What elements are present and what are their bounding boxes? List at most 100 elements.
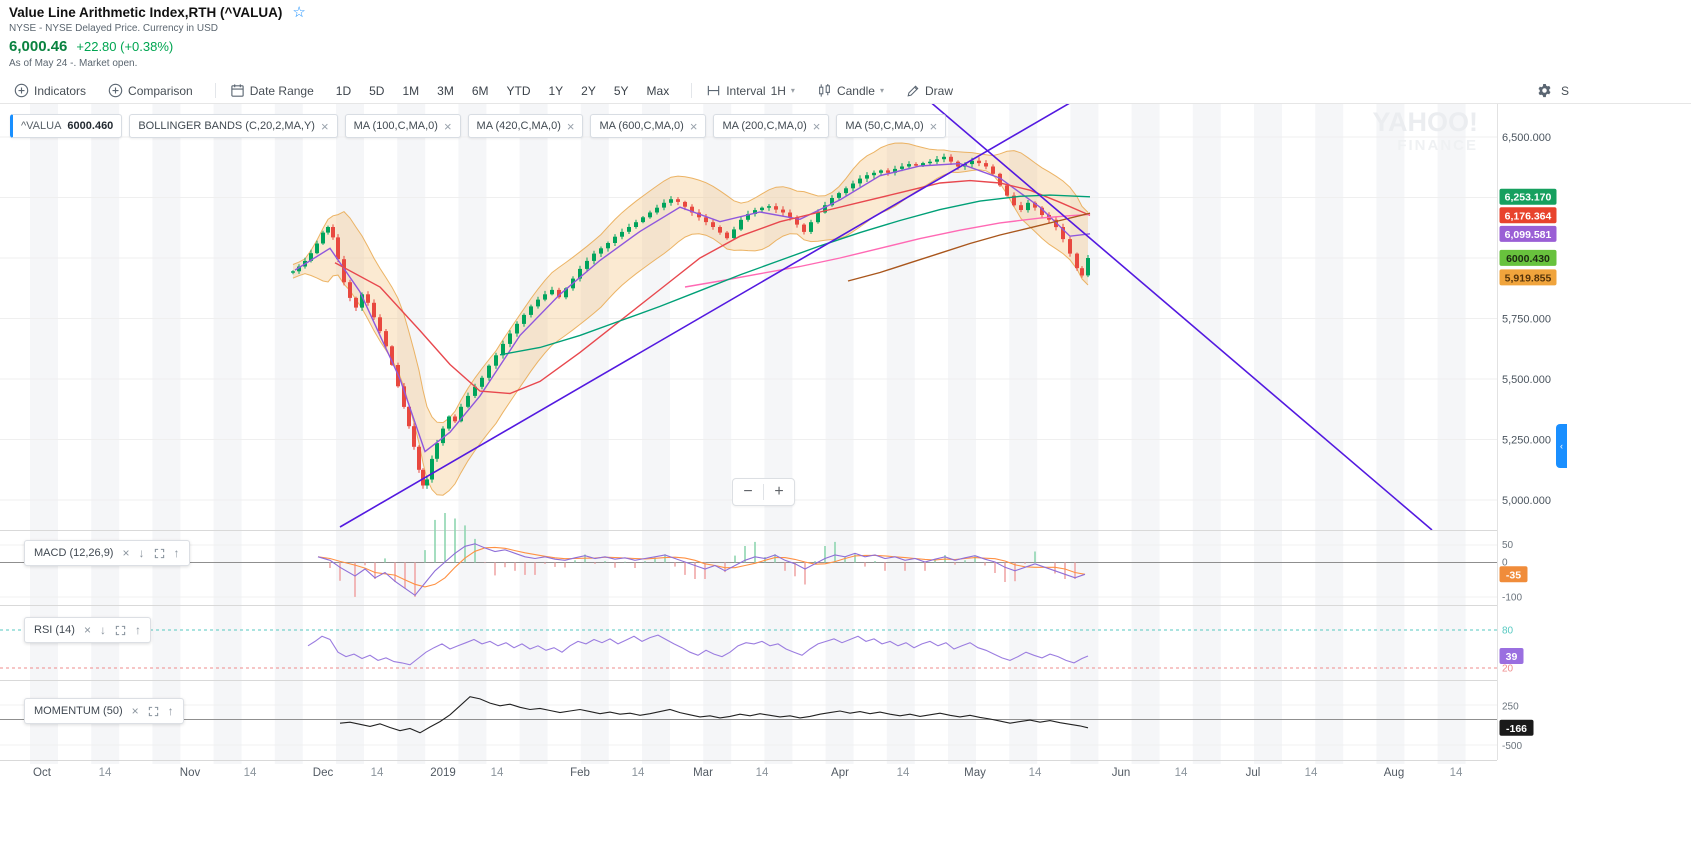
range-button-ytd[interactable]: YTD: [506, 83, 531, 98]
indicators-icon: [14, 83, 29, 98]
settings-button[interactable]: [1537, 83, 1552, 98]
pencil-icon: [907, 85, 919, 97]
candle-icon: [819, 83, 830, 97]
range-button-5d[interactable]: 5D: [369, 83, 385, 98]
chart-area: 6,500.0006,250.0006,000.0005,750.0005,50…: [0, 104, 1691, 867]
svg-text:250: 250: [1502, 701, 1519, 712]
date-range-button[interactable]: Date Range: [230, 83, 314, 98]
macd-panel-chip[interactable]: MACD (12,26,9) × ↓ ↑: [24, 540, 190, 566]
chart-type-label: Candle: [836, 83, 875, 98]
svg-text:14: 14: [371, 767, 384, 779]
chip-close-icon[interactable]: ×: [566, 118, 575, 134]
svg-text:Aug: Aug: [1384, 767, 1404, 779]
price-badge: [1499, 648, 1524, 664]
range-button-1y[interactable]: 1Y: [548, 83, 564, 98]
macd-move-down-icon[interactable]: ↓: [138, 546, 145, 560]
symbol-chip[interactable]: ^VALUA 6000.460: [10, 114, 123, 138]
svg-text:-500: -500: [1502, 741, 1522, 752]
svg-text:Nov: Nov: [180, 767, 201, 779]
range-button-3m[interactable]: 3M: [437, 83, 454, 98]
symbol-value: 6000.460: [67, 120, 114, 132]
interval-label: Interval: [726, 83, 766, 98]
indicator-chip[interactable]: MA (420,C,MA,0) ×: [467, 114, 584, 138]
momentum-expand-icon[interactable]: [148, 706, 159, 717]
chevron-down-icon: ▾: [879, 86, 884, 95]
ma-line: [334, 179, 1091, 395]
indicator-chip[interactable]: MA (600,C,MA,0) ×: [590, 114, 707, 138]
price-badge: [1499, 188, 1557, 205]
svg-text:5,500.000: 5,500.000: [1502, 374, 1551, 386]
truncated-share-label[interactable]: S: [1560, 83, 1569, 98]
svg-text:14: 14: [756, 767, 769, 779]
interval-selector[interactable]: Interval 1H ▾: [706, 83, 795, 98]
page-title: Value Line Arithmetic Index,RTH (^VALUA): [9, 5, 283, 20]
comparison-button[interactable]: Comparison: [108, 83, 193, 98]
right-panel-toggle[interactable]: ‹: [1556, 424, 1567, 468]
price-badge: [1499, 225, 1557, 242]
main-chart[interactable]: 6,500.0006,250.0006,000.0005,750.0005,50…: [0, 104, 1691, 867]
svg-text:Dec: Dec: [313, 767, 334, 779]
toolbar-divider: [691, 83, 693, 98]
chip-close-icon[interactable]: ×: [812, 118, 821, 134]
svg-text:80: 80: [1502, 626, 1514, 637]
chip-close-icon[interactable]: ×: [320, 118, 329, 134]
range-button-5y[interactable]: 5Y: [613, 83, 629, 98]
chart-toolbar: Indicators Comparison Date Range 1D 5D 1M 3…: [0, 78, 1691, 104]
indicator-chip[interactable]: BOLLINGER BANDS (C,20,2,MA,Y) ×: [129, 114, 338, 138]
indicator-chip-label: MA (100,C,MA,0): [353, 120, 438, 132]
svg-text:6000.430: 6000.430: [1506, 253, 1550, 265]
momentum-panel-chip[interactable]: MOMENTUM (50) × ↑: [24, 698, 184, 724]
indicator-chip[interactable]: MA (100,C,MA,0) ×: [344, 114, 461, 138]
zoom-controls: − +: [732, 478, 795, 506]
price-badge: [1499, 207, 1557, 224]
range-button-1d[interactable]: 1D: [335, 83, 352, 98]
range-button-6m[interactable]: 6M: [471, 83, 489, 98]
svg-text:6,500.000: 6,500.000: [1502, 132, 1551, 144]
macd-expand-icon[interactable]: [154, 548, 165, 559]
zoom-divider: [763, 484, 764, 500]
svg-text:0: 0: [1502, 558, 1508, 569]
chip-close-icon[interactable]: ×: [929, 118, 938, 134]
svg-text:5,750.000: 5,750.000: [1502, 314, 1551, 326]
draw-label: Draw: [924, 83, 953, 98]
range-button-2y[interactable]: 2Y: [581, 83, 596, 98]
rsi-panel-chip[interactable]: RSI (14) × ↓ ↑: [24, 617, 151, 643]
momentum-line: [339, 696, 1089, 734]
moving-averages: [294, 162, 1091, 453]
chevron-left-icon: ‹: [1560, 441, 1563, 451]
date-range-label: Date Range: [249, 83, 314, 98]
calendar-icon: [231, 84, 244, 97]
chip-close-icon[interactable]: ×: [689, 118, 698, 134]
favorite-star-icon[interactable]: ☆: [292, 4, 306, 21]
ma-line: [847, 212, 1091, 282]
zoom-out-button[interactable]: −: [733, 480, 763, 504]
svg-text:14: 14: [1029, 767, 1042, 779]
price-badge: [1499, 566, 1528, 583]
chip-close-icon[interactable]: ×: [443, 118, 452, 134]
momentum-move-up-icon[interactable]: ↑: [167, 704, 174, 718]
svg-text:Jun: Jun: [1112, 767, 1131, 779]
rsi-close-icon[interactable]: ×: [83, 623, 91, 637]
svg-text:-100: -100: [1502, 593, 1522, 604]
zoom-in-button[interactable]: +: [764, 480, 794, 504]
toolbar-divider: [214, 83, 216, 98]
x-axis-labels: Oct 14 Nov 14 Dec 14 2019 14 Feb 14 Mar 14 Apr 14 May 1…: [33, 767, 1463, 779]
momentum-close-icon[interactable]: ×: [131, 704, 139, 718]
indicator-chip[interactable]: MA (50,C,MA,0) ×: [836, 114, 947, 138]
macd-close-icon[interactable]: ×: [122, 546, 130, 560]
indicator-chip-label: BOLLINGER BANDS (C,20,2,MA,Y): [138, 120, 315, 132]
svg-text:14: 14: [1305, 767, 1318, 779]
rsi-expand-icon[interactable]: [115, 625, 126, 636]
symbol-label: ^VALUA: [21, 120, 62, 132]
rsi-move-down-icon[interactable]: ↓: [99, 623, 106, 637]
macd-move-up-icon[interactable]: ↑: [173, 546, 180, 560]
range-button-1m[interactable]: 1M: [402, 83, 420, 98]
range-button-max[interactable]: Max: [646, 83, 670, 98]
price-change: +22.80 (+0.38%): [76, 39, 174, 54]
draw-button[interactable]: Draw: [906, 84, 953, 98]
indicators-button[interactable]: Indicators: [14, 83, 86, 98]
indicator-chip[interactable]: MA (200,C,MA,0) ×: [713, 114, 830, 138]
chart-type-selector[interactable]: Candle ▾: [817, 83, 884, 98]
rsi-move-up-icon[interactable]: ↑: [134, 623, 141, 637]
